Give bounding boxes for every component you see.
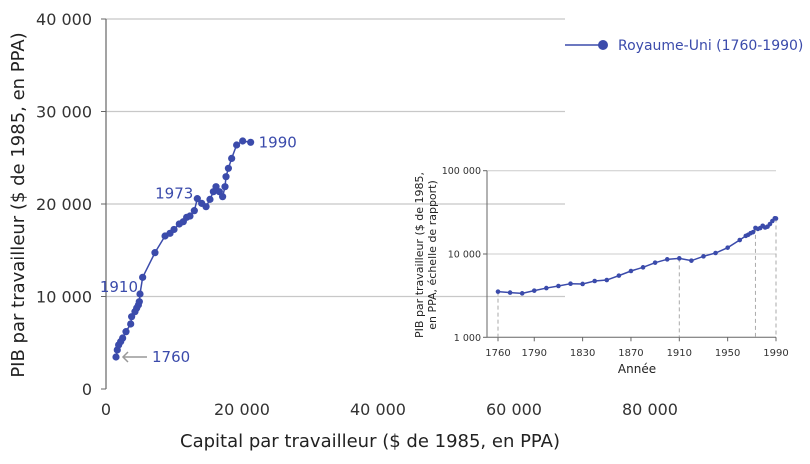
inset-x-tick-label: 1830 <box>570 348 595 359</box>
legend-marker <box>598 40 608 50</box>
inset-data-point <box>592 278 597 284</box>
inset-data-point <box>544 285 549 291</box>
inset-data-point <box>689 258 694 263</box>
data-point <box>233 141 241 149</box>
data-point <box>139 273 147 281</box>
annotation-1990: 1990 <box>259 133 297 151</box>
inset-data-point <box>580 281 585 287</box>
inset-data-point <box>568 281 573 287</box>
data-point <box>222 173 230 181</box>
inset-data-point <box>640 265 646 270</box>
inset-data-point <box>616 273 622 278</box>
x-tick-label: 20 000 <box>214 400 270 419</box>
data-point <box>119 334 127 342</box>
data-point <box>193 195 201 203</box>
annotation-1973: 1973 <box>155 185 193 203</box>
inset-y-axis-title-line1: PIB par travailleur ($ de 1985, <box>413 172 426 338</box>
inset-data-point <box>677 256 682 261</box>
data-point <box>228 154 236 162</box>
data-point <box>170 225 178 234</box>
data-point <box>112 353 120 361</box>
inset-x-axis-title: Année <box>618 362 656 376</box>
data-point <box>127 320 135 328</box>
inset-data-point <box>519 291 525 296</box>
data-point <box>151 249 159 257</box>
inset-data-point <box>556 283 561 289</box>
data-point <box>122 328 130 336</box>
data-point <box>136 290 144 298</box>
x-tick-label: 60 000 <box>486 400 542 419</box>
inset-x-tick-label: 1760 <box>485 348 510 359</box>
inset-x-tick-label: 1910 <box>667 348 692 359</box>
data-point <box>239 137 247 145</box>
data-point <box>135 298 143 306</box>
x-tick-label: 0 <box>101 400 111 419</box>
data-point <box>186 212 194 220</box>
inset-data-point <box>604 277 610 283</box>
y-tick-label: 40 000 <box>36 10 92 29</box>
data-point <box>224 164 232 172</box>
y-tick-label: 0 <box>82 380 92 399</box>
x-tick-label: 80 000 <box>622 400 678 419</box>
data-point <box>202 203 210 211</box>
data-point <box>219 193 227 201</box>
inset-data-point <box>652 260 658 265</box>
inset-y-tick-label: 100 000 <box>442 166 481 177</box>
inset-data-point <box>664 257 670 262</box>
y-tick-label: 10 000 <box>36 288 92 307</box>
inset-data-point <box>495 289 501 294</box>
inset-data-point <box>628 268 634 274</box>
annotation-1910: 1910 <box>100 278 138 296</box>
inset-x-tick-label: 1950 <box>715 348 740 359</box>
y-tick-label: 30 000 <box>36 103 92 122</box>
data-point <box>247 138 255 146</box>
inset-data-point <box>701 254 706 259</box>
legend: Royaume-Uni (1760-1990) <box>565 38 803 54</box>
inset-data-point <box>750 229 756 235</box>
data-point <box>221 183 229 191</box>
inset-data-point <box>725 245 730 250</box>
inset-x-tick-label: 1990 <box>763 348 788 359</box>
legend-label: Royaume-Uni (1760-1990) <box>618 38 803 54</box>
series-line <box>115 140 251 358</box>
inset-x-tick-label: 1790 <box>522 348 547 359</box>
inset-data-point <box>507 290 513 295</box>
inset-data-point <box>713 250 718 256</box>
x-tick-label: 40 000 <box>350 400 406 419</box>
arrowhead-icon <box>121 351 129 363</box>
data-point <box>206 195 214 203</box>
inset-y-tick-label: 1 000 <box>454 333 481 344</box>
inset-y-axis-title-line2: en PPA, échelle de rapport) <box>426 180 439 330</box>
inset-x-tick-label: 1870 <box>618 348 643 359</box>
data-point <box>190 207 198 215</box>
main-y-axis-title: PIB par travailleur ($ de 1985, en PPA) <box>8 32 29 377</box>
annotation-1760: 1760 <box>152 348 190 366</box>
inset-series-line <box>497 217 777 295</box>
inset-data-point <box>773 216 779 221</box>
inset-y-tick-label: 10 000 <box>448 250 481 261</box>
y-tick-label: 20 000 <box>36 195 92 214</box>
inset-data-point <box>531 288 537 293</box>
main-x-axis-title: Capital par travailleur ($ de 1985, en P… <box>180 431 560 452</box>
inset-data-point <box>737 237 743 243</box>
